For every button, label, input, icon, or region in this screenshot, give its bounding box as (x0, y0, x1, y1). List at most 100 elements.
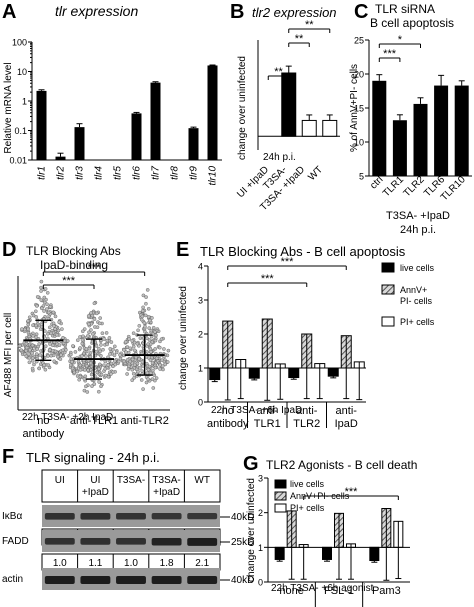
f-marker-label: 40kD (231, 512, 254, 523)
a-x-tick-label: tlr5 (113, 166, 124, 180)
d-point (161, 367, 165, 372)
panel-c: C TLR siRNA B cell apoptosis % of AnnV+P… (349, 1, 472, 236)
c-y-tick-label: 10 (354, 138, 364, 148)
d-point (57, 320, 62, 325)
d-point (139, 378, 144, 382)
d-point (153, 347, 157, 351)
panel-c-title-line2: B cell apoptosis (370, 16, 454, 30)
d-point (27, 356, 32, 360)
d-point (130, 357, 135, 362)
d-point (97, 321, 102, 326)
d-point (86, 368, 90, 373)
d-point (136, 328, 140, 333)
d-point (17, 344, 22, 348)
panel-c-letter: C (354, 1, 368, 23)
f-band-value: 1.0 (124, 558, 138, 569)
d-point (127, 337, 131, 341)
f-blot-band (44, 576, 75, 584)
panel-e-letter: E (176, 239, 189, 261)
d-point (42, 295, 47, 300)
d-point (39, 279, 44, 284)
g-x-tick-label: none (279, 585, 303, 597)
panel-d-letter: D (2, 239, 16, 261)
d-point (109, 361, 114, 366)
d-point (118, 353, 122, 357)
d-point (88, 351, 93, 355)
d-point (39, 298, 44, 302)
d-point (137, 323, 142, 328)
f-blot-band (151, 538, 182, 546)
panel-b-title: tlr2 expression (252, 5, 337, 20)
e-legend-label: PI+ cells (400, 317, 435, 327)
d-point (48, 342, 52, 346)
g-bar-live-cells (369, 546, 380, 562)
d-point (27, 348, 32, 352)
d-point (128, 359, 132, 364)
d-point (59, 353, 63, 357)
panel-d: D TLR Blocking Abs IpaD-binding AF488 MF… (2, 239, 171, 440)
d-point (57, 343, 62, 347)
d-point (145, 336, 149, 341)
e-sig-2-label: *** (281, 256, 295, 268)
d-point (141, 293, 146, 298)
g-y-tick-label: 0 (258, 578, 263, 588)
f-band-value: 1.8 (160, 558, 174, 569)
panel-a-letter: A (2, 1, 16, 23)
d-point (147, 364, 152, 369)
a-bar-tlr7 (150, 82, 161, 160)
f-row-label: IκBα (2, 511, 22, 522)
d-point (75, 369, 79, 374)
d-point (111, 364, 115, 369)
panel-b-letter: B (230, 1, 244, 23)
d-point (70, 366, 75, 371)
d-point (34, 335, 38, 340)
panel-a-title: tlr expression (55, 3, 138, 19)
d-point (58, 357, 63, 361)
c-bar-TLR1 (392, 120, 407, 176)
e-y-tick-label: 3 (198, 296, 203, 306)
f-blot-band (44, 538, 75, 545)
b-bar-3 (322, 119, 338, 137)
d-point (103, 373, 108, 378)
d-point (34, 309, 38, 314)
d-point (30, 366, 35, 371)
d-point (37, 366, 42, 371)
d-point (80, 341, 85, 346)
g-y-tick-label: 2 (258, 508, 263, 518)
c-bar-TLR6 (434, 85, 449, 176)
d-point (38, 353, 43, 357)
d-point (143, 324, 147, 329)
d-point (134, 355, 138, 360)
d-point (126, 367, 131, 371)
d-point (31, 313, 36, 318)
d-point (26, 322, 31, 327)
e-legend-swatch (381, 284, 395, 295)
d-point (43, 344, 48, 349)
d-point (141, 387, 145, 391)
f-marker-label: 40kD (231, 575, 254, 586)
d-point (84, 354, 88, 358)
f-blot-band (116, 576, 146, 584)
d-point (35, 295, 40, 299)
panel-d-title-line2: IpaD-binding (40, 258, 108, 272)
d-point (151, 325, 156, 330)
e-x-tick-label: IpaD (335, 418, 358, 430)
d-point (139, 317, 144, 322)
panel-e-legend: live cells AnnV+PI- cells PI+ cells (381, 262, 435, 327)
d-point (42, 363, 46, 368)
d-point (49, 331, 53, 336)
d-point (48, 348, 52, 352)
d-point (39, 285, 43, 290)
f-column-label: +IpaD (82, 487, 109, 498)
d-point (138, 366, 142, 370)
d-point (30, 343, 35, 348)
a-x-tick-label: tlr9 (189, 166, 200, 180)
a-bar-tlr2 (55, 156, 66, 160)
panel-c-subtitle-line2: 24h p.i. (400, 224, 436, 236)
d-point (34, 352, 39, 356)
e-y-tick-label: 0 (198, 398, 203, 408)
d-point (95, 325, 100, 330)
f-blot-band (116, 538, 146, 545)
panel-c-subtitle-line1: T3SA- +IpaD (386, 210, 450, 222)
b-sig-3-label: ** (274, 66, 283, 78)
